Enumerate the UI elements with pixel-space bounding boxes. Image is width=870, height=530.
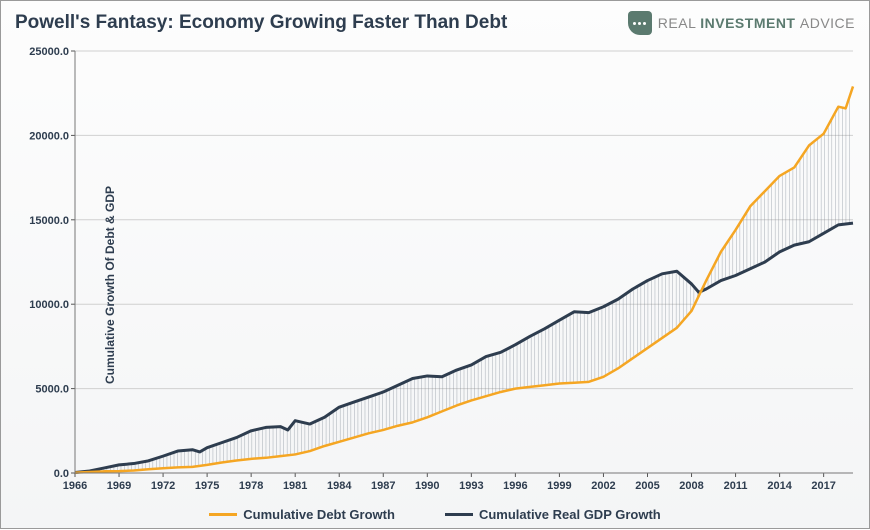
svg-text:1966: 1966 (63, 480, 87, 492)
legend-label-debt: Cumulative Debt Growth (243, 507, 395, 522)
legend-item-gdp: Cumulative Real GDP Growth (445, 507, 661, 522)
svg-text:1987: 1987 (371, 480, 395, 492)
legend-swatch-gdp (445, 513, 473, 516)
svg-text:1978: 1978 (239, 480, 263, 492)
brand-logo: REAL INVESTMENT ADVICE (628, 11, 855, 35)
svg-text:1993: 1993 (459, 480, 483, 492)
svg-text:10000.0: 10000.0 (29, 299, 69, 311)
svg-text:1972: 1972 (151, 480, 175, 492)
brand-word-advice: ADVICE (800, 15, 855, 31)
chart-svg: 0.0 5000.0 10000.0 15000.0 20000.0 25000.0 196… (1, 41, 870, 530)
svg-text:1975: 1975 (195, 480, 219, 492)
svg-text:2005: 2005 (635, 480, 659, 492)
brand-text: REAL INVESTMENT ADVICE (658, 15, 855, 31)
svg-text:25000.0: 25000.0 (29, 46, 69, 58)
brand-word-real: REAL (658, 15, 700, 31)
svg-text:1999: 1999 (547, 480, 571, 492)
svg-text:2011: 2011 (724, 480, 748, 492)
svg-text:1981: 1981 (283, 480, 307, 492)
svg-text:5000.0: 5000.0 (35, 384, 69, 396)
legend-item-debt: Cumulative Debt Growth (209, 507, 395, 522)
svg-text:2008: 2008 (679, 480, 703, 492)
chart-container: Powell's Fantasy: Economy Growing Faster… (0, 0, 870, 529)
svg-text:0.0: 0.0 (54, 468, 69, 480)
svg-text:1984: 1984 (327, 480, 352, 492)
legend: Cumulative Debt Growth Cumulative Real G… (1, 507, 869, 522)
brand-word-investment: INVESTMENT (700, 15, 800, 31)
legend-swatch-debt (209, 513, 237, 516)
svg-text:1990: 1990 (415, 480, 439, 492)
svg-text:1969: 1969 (107, 480, 131, 492)
chart-area: Cumulative Growth Of Debt & GDP 0.0 5000.… (1, 41, 869, 528)
y-axis-label: Cumulative Growth Of Debt & GDP (103, 185, 117, 383)
brand-badge-icon (628, 11, 652, 35)
svg-text:15000.0: 15000.0 (29, 215, 69, 227)
svg-text:2014: 2014 (767, 480, 792, 492)
svg-text:2017: 2017 (811, 480, 835, 492)
chart-title: Powell's Fantasy: Economy Growing Faster… (15, 12, 507, 34)
svg-text:1996: 1996 (503, 480, 527, 492)
legend-label-gdp: Cumulative Real GDP Growth (479, 507, 661, 522)
svg-text:20000.0: 20000.0 (29, 130, 69, 142)
svg-text:2002: 2002 (591, 480, 615, 492)
header: Powell's Fantasy: Economy Growing Faster… (1, 1, 869, 41)
